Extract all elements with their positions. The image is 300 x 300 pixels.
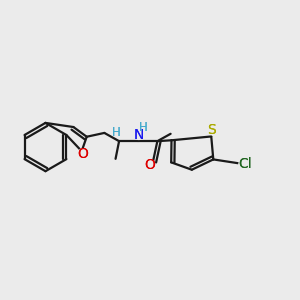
Text: Cl: Cl xyxy=(238,158,252,171)
Text: S: S xyxy=(208,123,216,137)
Circle shape xyxy=(207,125,217,135)
Text: O: O xyxy=(144,158,155,172)
Circle shape xyxy=(78,149,88,158)
Circle shape xyxy=(139,124,147,131)
Text: H: H xyxy=(139,121,147,134)
Text: S: S xyxy=(208,123,216,137)
Circle shape xyxy=(239,158,251,170)
Text: Cl: Cl xyxy=(238,158,252,171)
Text: O: O xyxy=(77,146,88,161)
Circle shape xyxy=(145,160,154,170)
Circle shape xyxy=(134,130,143,140)
Text: N: N xyxy=(134,128,144,142)
Text: N: N xyxy=(134,128,144,142)
Circle shape xyxy=(112,128,120,136)
Text: H: H xyxy=(139,121,147,134)
Text: H: H xyxy=(112,126,121,139)
Text: O: O xyxy=(77,146,88,161)
Text: H: H xyxy=(112,126,121,139)
Text: O: O xyxy=(144,158,155,172)
